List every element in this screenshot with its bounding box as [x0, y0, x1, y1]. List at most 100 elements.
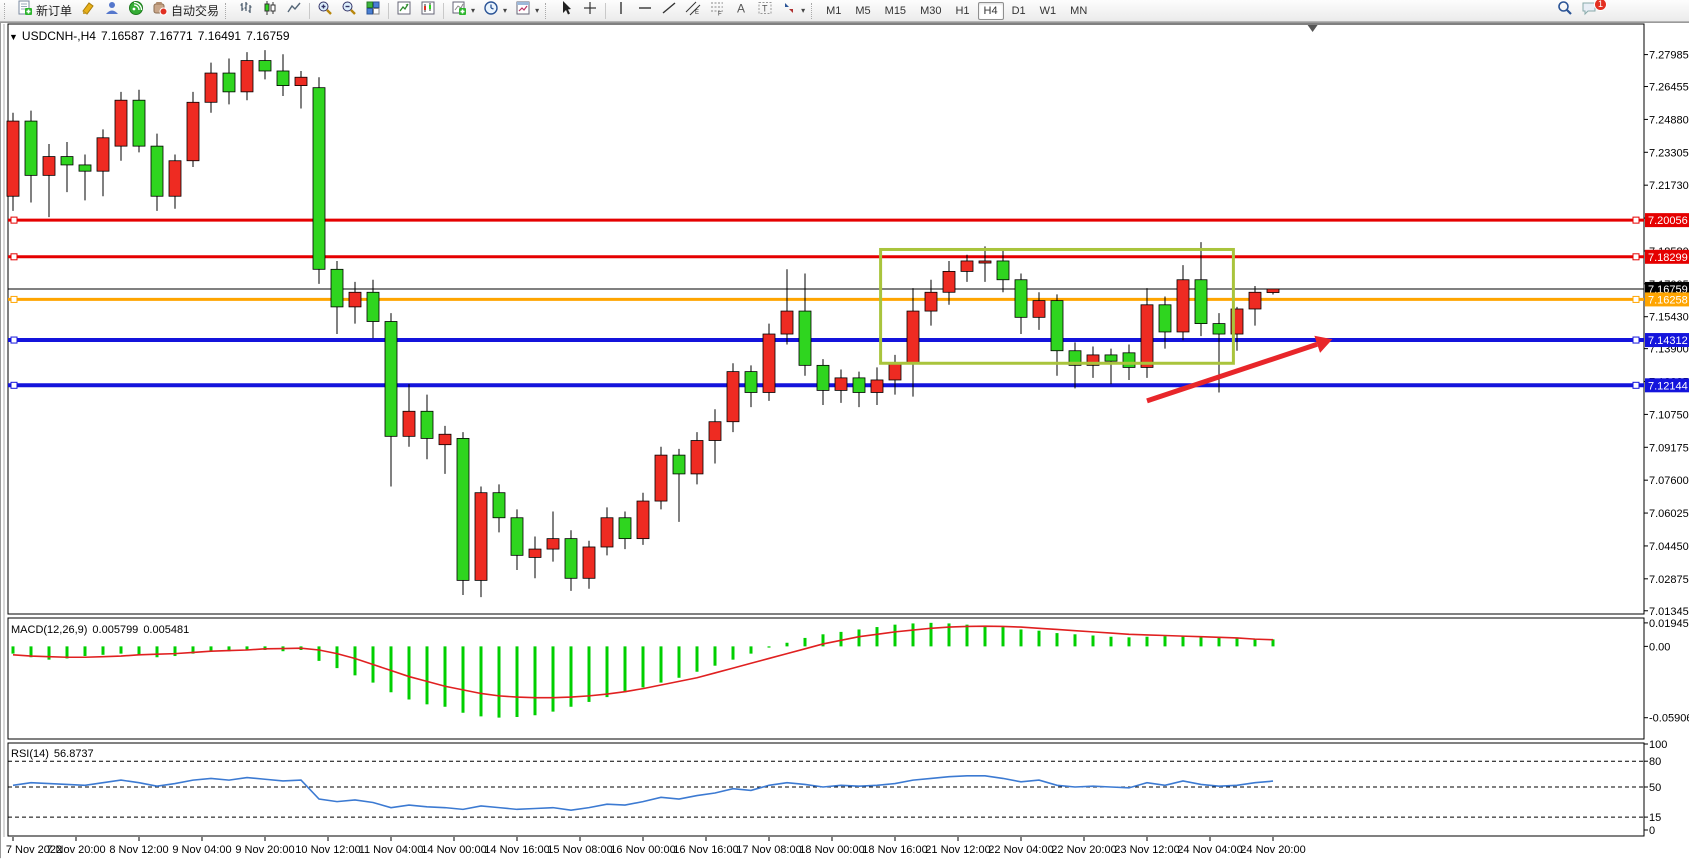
consolidation-rectangle[interactable]: [879, 247, 1235, 365]
candle[interactable]: [348, 281, 362, 324]
candle[interactable]: [1032, 292, 1046, 330]
indicator-window-button[interactable]: [392, 1, 416, 21]
zoom-out-button[interactable]: [337, 1, 361, 21]
periods-button[interactable]: ▾: [479, 1, 511, 21]
timeframe-button-W1[interactable]: W1: [1039, 4, 1057, 17]
candle[interactable]: [600, 507, 614, 556]
candle[interactable]: [1194, 242, 1208, 337]
candle[interactable]: [762, 323, 776, 401]
metaeditor-button[interactable]: [76, 1, 100, 21]
arrows-tool-button[interactable]: ▾: [777, 1, 809, 21]
hline-anchor[interactable]: [10, 381, 18, 389]
candle[interactable]: [420, 394, 434, 460]
tile-windows-button[interactable]: [361, 1, 385, 21]
candle[interactable]: [1266, 288, 1280, 295]
candle[interactable]: [78, 154, 92, 201]
chat-button[interactable]: 1: [1577, 0, 1607, 21]
timeframe-button-M15[interactable]: M15: [884, 4, 907, 17]
candle[interactable]: [906, 288, 920, 397]
candle[interactable]: [816, 359, 830, 406]
text-label-tool-button[interactable]: T: [753, 1, 777, 21]
hline-anchor[interactable]: [1632, 336, 1640, 344]
candle[interactable]: [384, 313, 398, 487]
candle[interactable]: [492, 484, 506, 533]
candlestick-chart-button[interactable]: [258, 1, 282, 21]
candle[interactable]: [168, 154, 182, 209]
community-button[interactable]: [100, 1, 124, 21]
candle[interactable]: [870, 367, 884, 406]
new-chart-button[interactable]: ▾: [447, 1, 479, 21]
candle[interactable]: [582, 540, 596, 589]
timeframe-button-H1[interactable]: H1: [955, 4, 970, 17]
timeframe-button-D1[interactable]: D1: [1011, 4, 1026, 17]
candle[interactable]: [96, 129, 110, 197]
candle[interactable]: [726, 363, 740, 433]
hline-anchor[interactable]: [1632, 381, 1640, 389]
timeframe-button-M30[interactable]: M30: [920, 4, 942, 17]
candle[interactable]: [1176, 265, 1190, 341]
fibonacci-tool-button[interactable]: F: [705, 1, 729, 21]
candle[interactable]: [744, 365, 758, 408]
candle[interactable]: [456, 432, 470, 596]
timeframe-button-MN[interactable]: MN: [1070, 4, 1088, 17]
trend-arrow[interactable]: [1146, 341, 1319, 404]
candle[interactable]: [258, 50, 272, 80]
crosshair-tool-button[interactable]: [578, 1, 602, 21]
timeframe-button-M1[interactable]: M1: [826, 4, 842, 17]
hline-anchor[interactable]: [10, 253, 18, 261]
candle[interactable]: [654, 446, 668, 510]
candle[interactable]: [708, 409, 722, 464]
candle[interactable]: [474, 486, 488, 598]
candle[interactable]: [312, 77, 326, 284]
candle[interactable]: [132, 89, 146, 153]
candle[interactable]: [276, 54, 290, 97]
zoom-in-button[interactable]: [313, 1, 337, 21]
candle[interactable]: [6, 112, 20, 211]
chart-pane[interactable]: [7, 617, 1645, 740]
line-chart-button[interactable]: [282, 1, 306, 21]
hline-anchor[interactable]: [10, 336, 18, 344]
timeframe-button-H4[interactable]: H4: [977, 1, 1004, 20]
candle[interactable]: [150, 133, 164, 211]
hline-anchor[interactable]: [10, 295, 18, 303]
candle[interactable]: [294, 70, 308, 109]
candle[interactable]: [1248, 286, 1262, 326]
candle[interactable]: [942, 260, 956, 305]
timeframe-button-M5[interactable]: M5: [855, 4, 871, 17]
new-order-button[interactable]: 新订单: [13, 0, 76, 21]
candle[interactable]: [888, 354, 902, 395]
candle[interactable]: [924, 279, 938, 326]
hline-anchor[interactable]: [10, 216, 18, 224]
candle[interactable]: [42, 144, 56, 218]
candle[interactable]: [960, 254, 974, 282]
candle[interactable]: [1014, 273, 1028, 335]
collapse-triangle-icon[interactable]: ▼: [9, 32, 18, 42]
chart-canvas[interactable]: 7.279857.264557.248807.233057.217307.201…: [1, 23, 1689, 859]
vertical-line-tool-button[interactable]: [609, 1, 633, 21]
hline-anchor[interactable]: [1632, 295, 1640, 303]
hline-anchor[interactable]: [1632, 216, 1640, 224]
candle[interactable]: [1158, 296, 1172, 349]
candle[interactable]: [366, 279, 380, 339]
candle[interactable]: [114, 91, 128, 161]
candle[interactable]: [834, 369, 848, 403]
candle[interactable]: [780, 269, 794, 345]
candle[interactable]: [798, 273, 812, 376]
trend-arrow-head[interactable]: [1314, 335, 1333, 353]
candle[interactable]: [510, 509, 524, 570]
candle[interactable]: [204, 62, 218, 113]
text-tool-button[interactable]: A: [729, 1, 753, 21]
shift-marker-icon[interactable]: [1307, 25, 1318, 32]
signals-button[interactable]: [124, 1, 148, 21]
candle[interactable]: [330, 260, 344, 335]
horizontal-line-tool-button[interactable]: [633, 1, 657, 21]
trendline-tool-button[interactable]: [657, 1, 681, 21]
bar-chart-button[interactable]: [234, 1, 258, 21]
chart-pane[interactable]: [7, 23, 1645, 615]
candle[interactable]: [996, 248, 1010, 293]
candle[interactable]: [690, 432, 704, 485]
cursor-tool-button[interactable]: [554, 1, 578, 21]
candle[interactable]: [186, 91, 200, 168]
candle[interactable]: [60, 141, 74, 193]
candle[interactable]: [564, 530, 578, 591]
